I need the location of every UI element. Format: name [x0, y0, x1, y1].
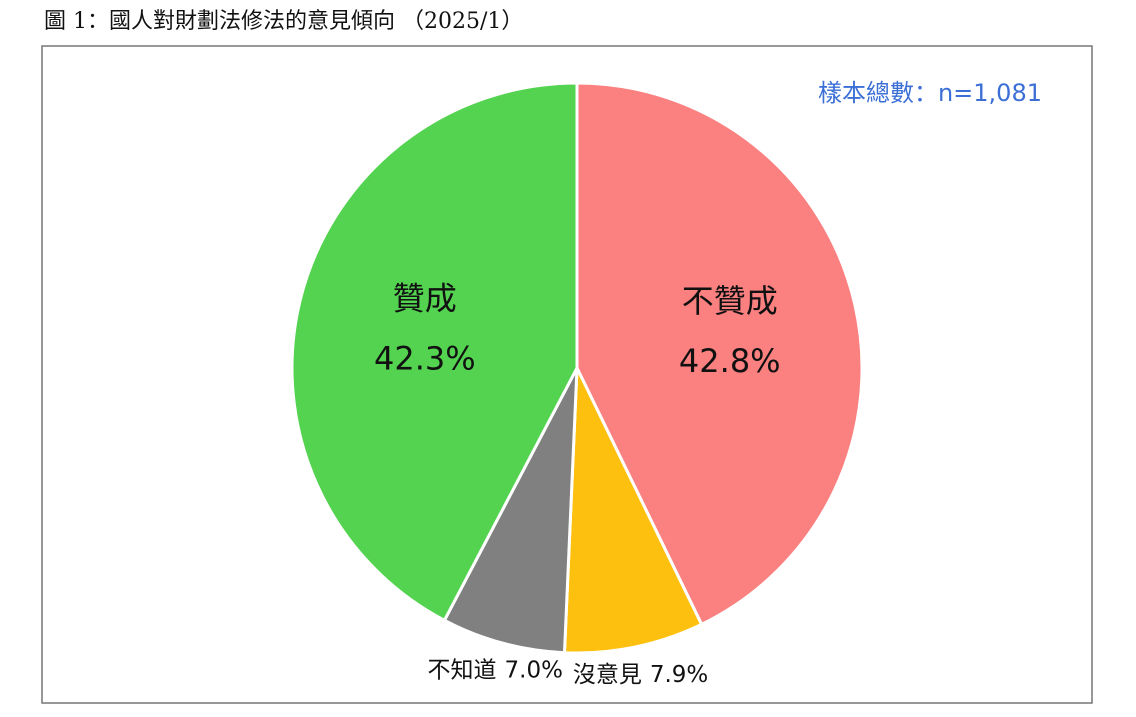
slice-value-label: 42.8%	[679, 342, 781, 380]
pie-slice	[575, 81, 864, 627]
slice-value-label: 7.9%	[650, 661, 708, 687]
slice-value-label: 42.3%	[374, 339, 476, 377]
slice-label: 不知道 7.0%	[428, 657, 563, 683]
sample-size-note: 樣本總數：n=1,081	[818, 79, 1042, 107]
pie-slice	[290, 81, 579, 623]
chart-title: 圖 1：國人對財劃法修法的意見傾向 （2025/1）	[44, 9, 523, 34]
slice-category-label: 沒意見	[573, 661, 642, 687]
slice-category-label: 不知道	[428, 657, 497, 683]
pie-slice	[442, 367, 579, 655]
chart-frame	[41, 45, 1093, 704]
slice-category-label: 贊成	[393, 279, 457, 317]
slice-label: 沒意見 7.9%	[573, 661, 708, 687]
slice-value-label: 7.0%	[505, 657, 563, 683]
pie-slice	[562, 367, 704, 655]
slice-category-label: 不贊成	[682, 282, 778, 320]
